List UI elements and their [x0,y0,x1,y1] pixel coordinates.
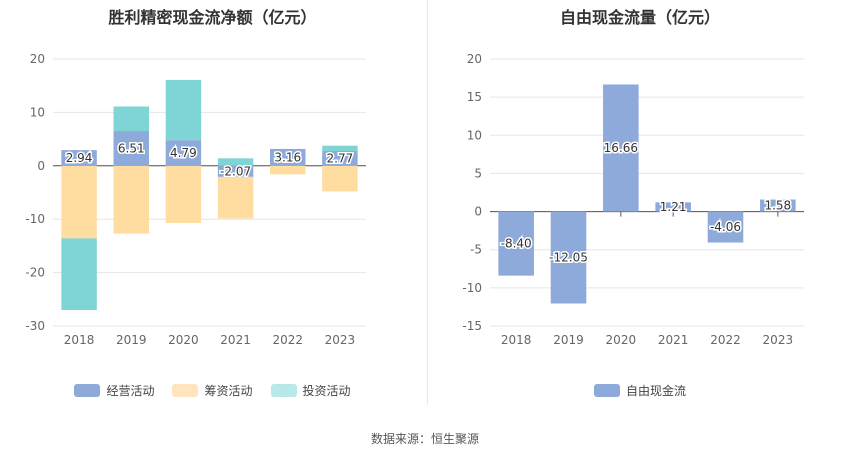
legend: 自由现金流 [430,382,850,399]
bar-series-1[interactable] [113,165,149,234]
bar-series-2[interactable] [113,106,149,132]
x-tick-label: 2022 [272,333,303,347]
legend-label: 自由现金流 [625,384,686,398]
y-tick-label: 5 [474,166,482,180]
bar-primary[interactable] [322,151,358,166]
bar-primary[interactable] [61,150,97,166]
legend-item-fcf[interactable]: 自由现金流 [593,382,686,399]
x-tick-label: 2019 [116,333,147,347]
y-tick-label: -15 [462,319,482,333]
bar-primary[interactable] [270,148,306,166]
legend-swatch [172,384,199,397]
bar-series-1[interactable] [217,176,254,219]
panel-divider [427,0,428,405]
bar-primary[interactable] [550,211,587,304]
y-tick-label: 15 [467,90,482,104]
data-label: -12.05 [549,251,588,265]
fcf-chart-svg: 20 15 10 5 0 -5 -10 -15 2018 2019 2020 2021 2022 2023… [462,52,804,347]
bar-series-1[interactable] [322,165,358,192]
bar-series-1[interactable] [165,165,202,223]
legend-label: 筹资活动 [204,384,253,398]
data-label: 2.77 [327,151,354,165]
y-tick-label: 10 [30,105,45,119]
y-tick-label: 20 [467,52,482,66]
data-label: -2.07 [220,164,251,178]
legend: 经营活动 筹资活动 投资活动 [0,382,425,399]
x-tick-label: 2020 [606,333,637,347]
y-tick-label: -20 [25,266,45,280]
data-label: 6.51 [118,141,145,155]
y-tick-label: 10 [467,128,482,142]
bar-primary[interactable] [113,131,149,166]
legend-swatch [270,384,297,397]
bar-primary[interactable] [655,202,691,212]
chart-panel-fcf: 自由现金流量（亿元） 20 15 10 5 0 -5 -10 -15 2018 2019 2020 2… [430,0,850,410]
y-tick-label: -10 [25,212,45,226]
x-tick-label: 2021 [220,333,251,347]
chart-title: 自由现金流量（亿元） [559,8,720,27]
legend-item-operating[interactable]: 经营活动 [74,382,154,399]
legend-label: 经营活动 [106,384,155,398]
data-label: -8.40 [501,237,532,251]
legend-item-investing[interactable]: 投资活动 [270,382,351,399]
y-tick-label: 20 [30,52,45,66]
x-tick-label: 2021 [658,333,689,347]
data-label: 2.94 [66,151,93,165]
data-label: 1.21 [660,200,687,214]
legend-swatch [74,384,101,397]
legend-label: 投资活动 [302,384,351,398]
x-tick-label: 2022 [710,333,741,347]
bar-series-2[interactable] [61,238,97,310]
x-tick-label: 2023 [325,333,356,347]
bar-primary[interactable] [760,199,796,212]
bar-series-2[interactable] [217,158,254,166]
data-label: 16.66 [604,141,638,155]
data-label: -4.06 [710,220,741,234]
x-tick-label: 2018 [64,333,95,347]
bar-primary[interactable] [165,140,202,166]
data-label: 3.16 [274,150,301,164]
x-tick-label: 2018 [501,333,532,347]
bar-primary[interactable] [707,211,744,243]
bar-series-2[interactable] [165,79,202,141]
bar-series-1[interactable] [61,165,97,239]
bar-series-2[interactable] [322,145,358,152]
chart-panel-cashflow: 胜利精密现金流净额（亿元） 20 10 0 -10 -20 -30 2018 2019 2020… [0,0,425,410]
y-tick-label: -10 [462,281,482,295]
cashflow-chart-svg: 20 10 0 -10 -20 -30 2018 2019 2020 2021 2022 2023 2.… [25,52,366,347]
data-label: 1.58 [764,199,791,213]
data-source-note: 数据来源：恒生聚源 [370,432,479,446]
chart-title: 胜利精密现金流净额（亿元） [108,8,317,27]
data-label: 4.79 [170,146,197,160]
y-tick-label: -5 [470,243,482,257]
y-tick-label: -30 [25,319,45,333]
bar-primary[interactable] [217,165,254,177]
legend-item-financing[interactable]: 筹资活动 [172,382,253,399]
legend-swatch [593,384,620,397]
y-tick-label: 0 [37,159,45,173]
x-tick-label: 2019 [553,333,584,347]
y-tick-label: 0 [474,205,482,219]
bar-series-1[interactable] [270,165,306,175]
x-tick-label: 2020 [168,333,199,347]
bar-primary[interactable] [603,84,639,212]
x-tick-label: 2023 [763,333,794,347]
bar-primary[interactable] [498,211,534,276]
